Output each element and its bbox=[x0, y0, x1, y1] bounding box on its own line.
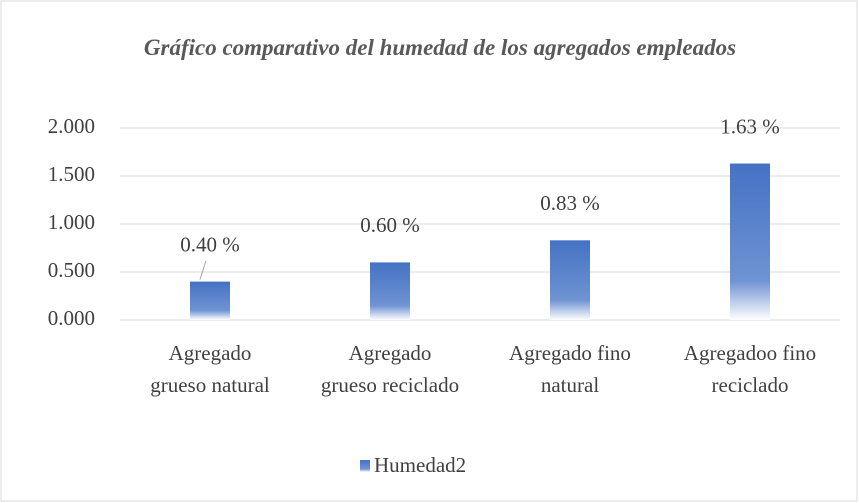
data-label: 0.60 % bbox=[360, 213, 420, 237]
bar bbox=[550, 240, 590, 320]
data-label: 0.83 % bbox=[540, 191, 600, 215]
x-tick-label: Agregado fino natural bbox=[509, 341, 631, 397]
bar bbox=[730, 163, 770, 320]
y-tick-label: 1.500 bbox=[48, 162, 95, 186]
y-tick-label: 0.000 bbox=[48, 306, 95, 330]
data-label: 0.40 % bbox=[180, 232, 240, 256]
x-tick-label: Agregado grueso reciclado bbox=[321, 341, 459, 397]
y-tick-label: 1.000 bbox=[48, 210, 95, 234]
x-tick-label: Agregadoo fino reciclado bbox=[684, 341, 816, 397]
y-tick-label: 2.000 bbox=[48, 114, 95, 138]
chart-title: Gráfico comparativo del humedad de los a… bbox=[144, 35, 736, 60]
bar bbox=[190, 281, 230, 320]
y-tick-label: 0.500 bbox=[48, 258, 95, 282]
leader-line bbox=[199, 260, 207, 280]
bar bbox=[370, 262, 410, 320]
legend-label: Humedad2 bbox=[374, 453, 466, 477]
x-tick-label: Agregado grueso natural bbox=[150, 341, 270, 397]
legend-swatch bbox=[360, 460, 370, 472]
data-label: 1.63 % bbox=[720, 114, 780, 138]
